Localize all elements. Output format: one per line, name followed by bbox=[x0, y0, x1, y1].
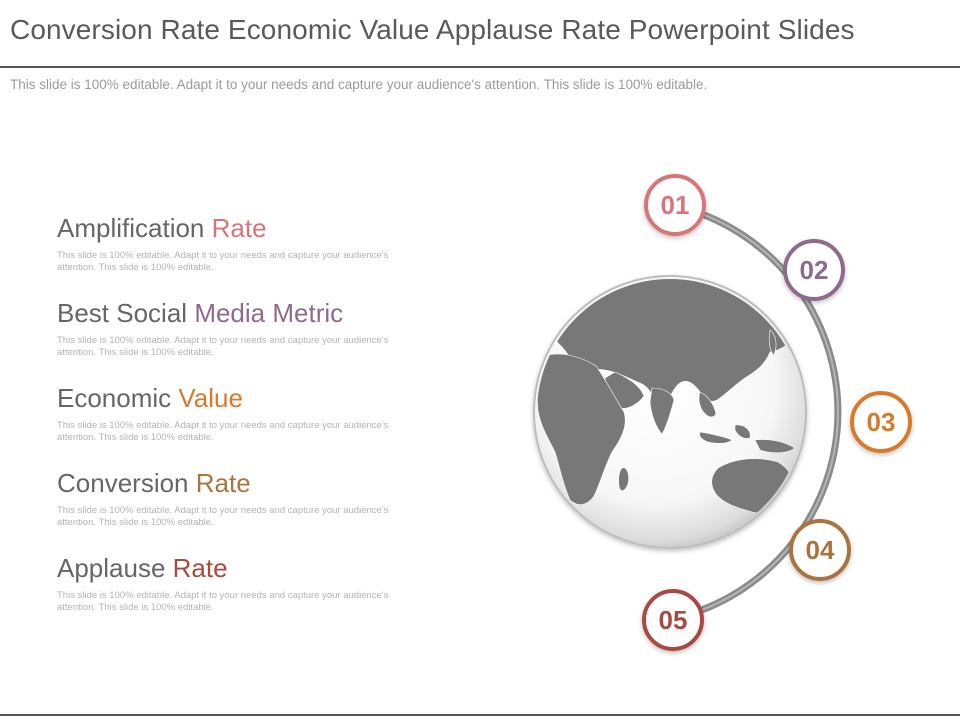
step-marker-02: 02 bbox=[783, 239, 845, 301]
item-heading-main: Conversion bbox=[57, 468, 189, 498]
list-item-economic-value: Economic Value This slide is 100% editab… bbox=[57, 383, 437, 444]
item-description: This slide is 100% editable. Adapt it to… bbox=[57, 250, 389, 273]
item-heading-accent: Media Metric bbox=[194, 298, 344, 328]
step-number: 04 bbox=[806, 535, 835, 565]
item-description: This slide is 100% editable. Adapt it to… bbox=[57, 335, 389, 358]
step-marker-04: 04 bbox=[789, 519, 851, 581]
item-heading-main: Applause bbox=[57, 553, 166, 583]
item-description: This slide is 100% editable. Adapt it to… bbox=[57, 420, 389, 443]
step-number: 02 bbox=[800, 255, 829, 285]
item-heading-accent: Rate bbox=[211, 213, 267, 243]
item-heading-main: Best Social bbox=[57, 298, 188, 328]
list-item-best-social-media-metric: Best Social Media Metric This slide is 1… bbox=[57, 298, 437, 359]
item-heading-main: Economic bbox=[57, 383, 172, 413]
step-marker-05: 05 bbox=[642, 589, 704, 651]
item-heading-accent: Value bbox=[178, 383, 243, 413]
step-number: 03 bbox=[867, 407, 896, 437]
item-heading-main: Amplification bbox=[57, 213, 205, 243]
slide-title: Conversion Rate Economic Value Applause … bbox=[10, 14, 855, 45]
item-description: This slide is 100% editable. Adapt it to… bbox=[57, 505, 389, 528]
item-heading: Economic Value bbox=[57, 383, 437, 413]
item-heading-accent: Rate bbox=[195, 468, 251, 498]
list-item-applause-rate: Applause Rate This slide is 100% editabl… bbox=[57, 553, 437, 614]
item-heading: Applause Rate bbox=[57, 553, 437, 583]
item-heading: Conversion Rate bbox=[57, 468, 437, 498]
slide-subtitle: This slide is 100% editable. Adapt it to… bbox=[10, 77, 708, 92]
item-heading-accent: Rate bbox=[172, 553, 228, 583]
step-number: 01 bbox=[661, 190, 690, 220]
step-marker-01: 01 bbox=[644, 174, 706, 236]
globe-icon bbox=[533, 275, 807, 549]
list-item-amplification-rate: Amplification Rate This slide is 100% ed… bbox=[57, 213, 437, 274]
title-divider bbox=[0, 66, 960, 68]
step-marker-03: 03 bbox=[850, 391, 912, 453]
item-heading: Best Social Media Metric bbox=[57, 298, 437, 328]
item-heading: Amplification Rate bbox=[57, 213, 437, 243]
list-item-conversion-rate: Conversion Rate This slide is 100% edita… bbox=[57, 468, 437, 529]
step-number: 05 bbox=[659, 605, 688, 635]
bottom-divider bbox=[0, 714, 960, 716]
item-description: This slide is 100% editable. Adapt it to… bbox=[57, 590, 389, 613]
connector-arc-highlight bbox=[675, 205, 839, 619]
